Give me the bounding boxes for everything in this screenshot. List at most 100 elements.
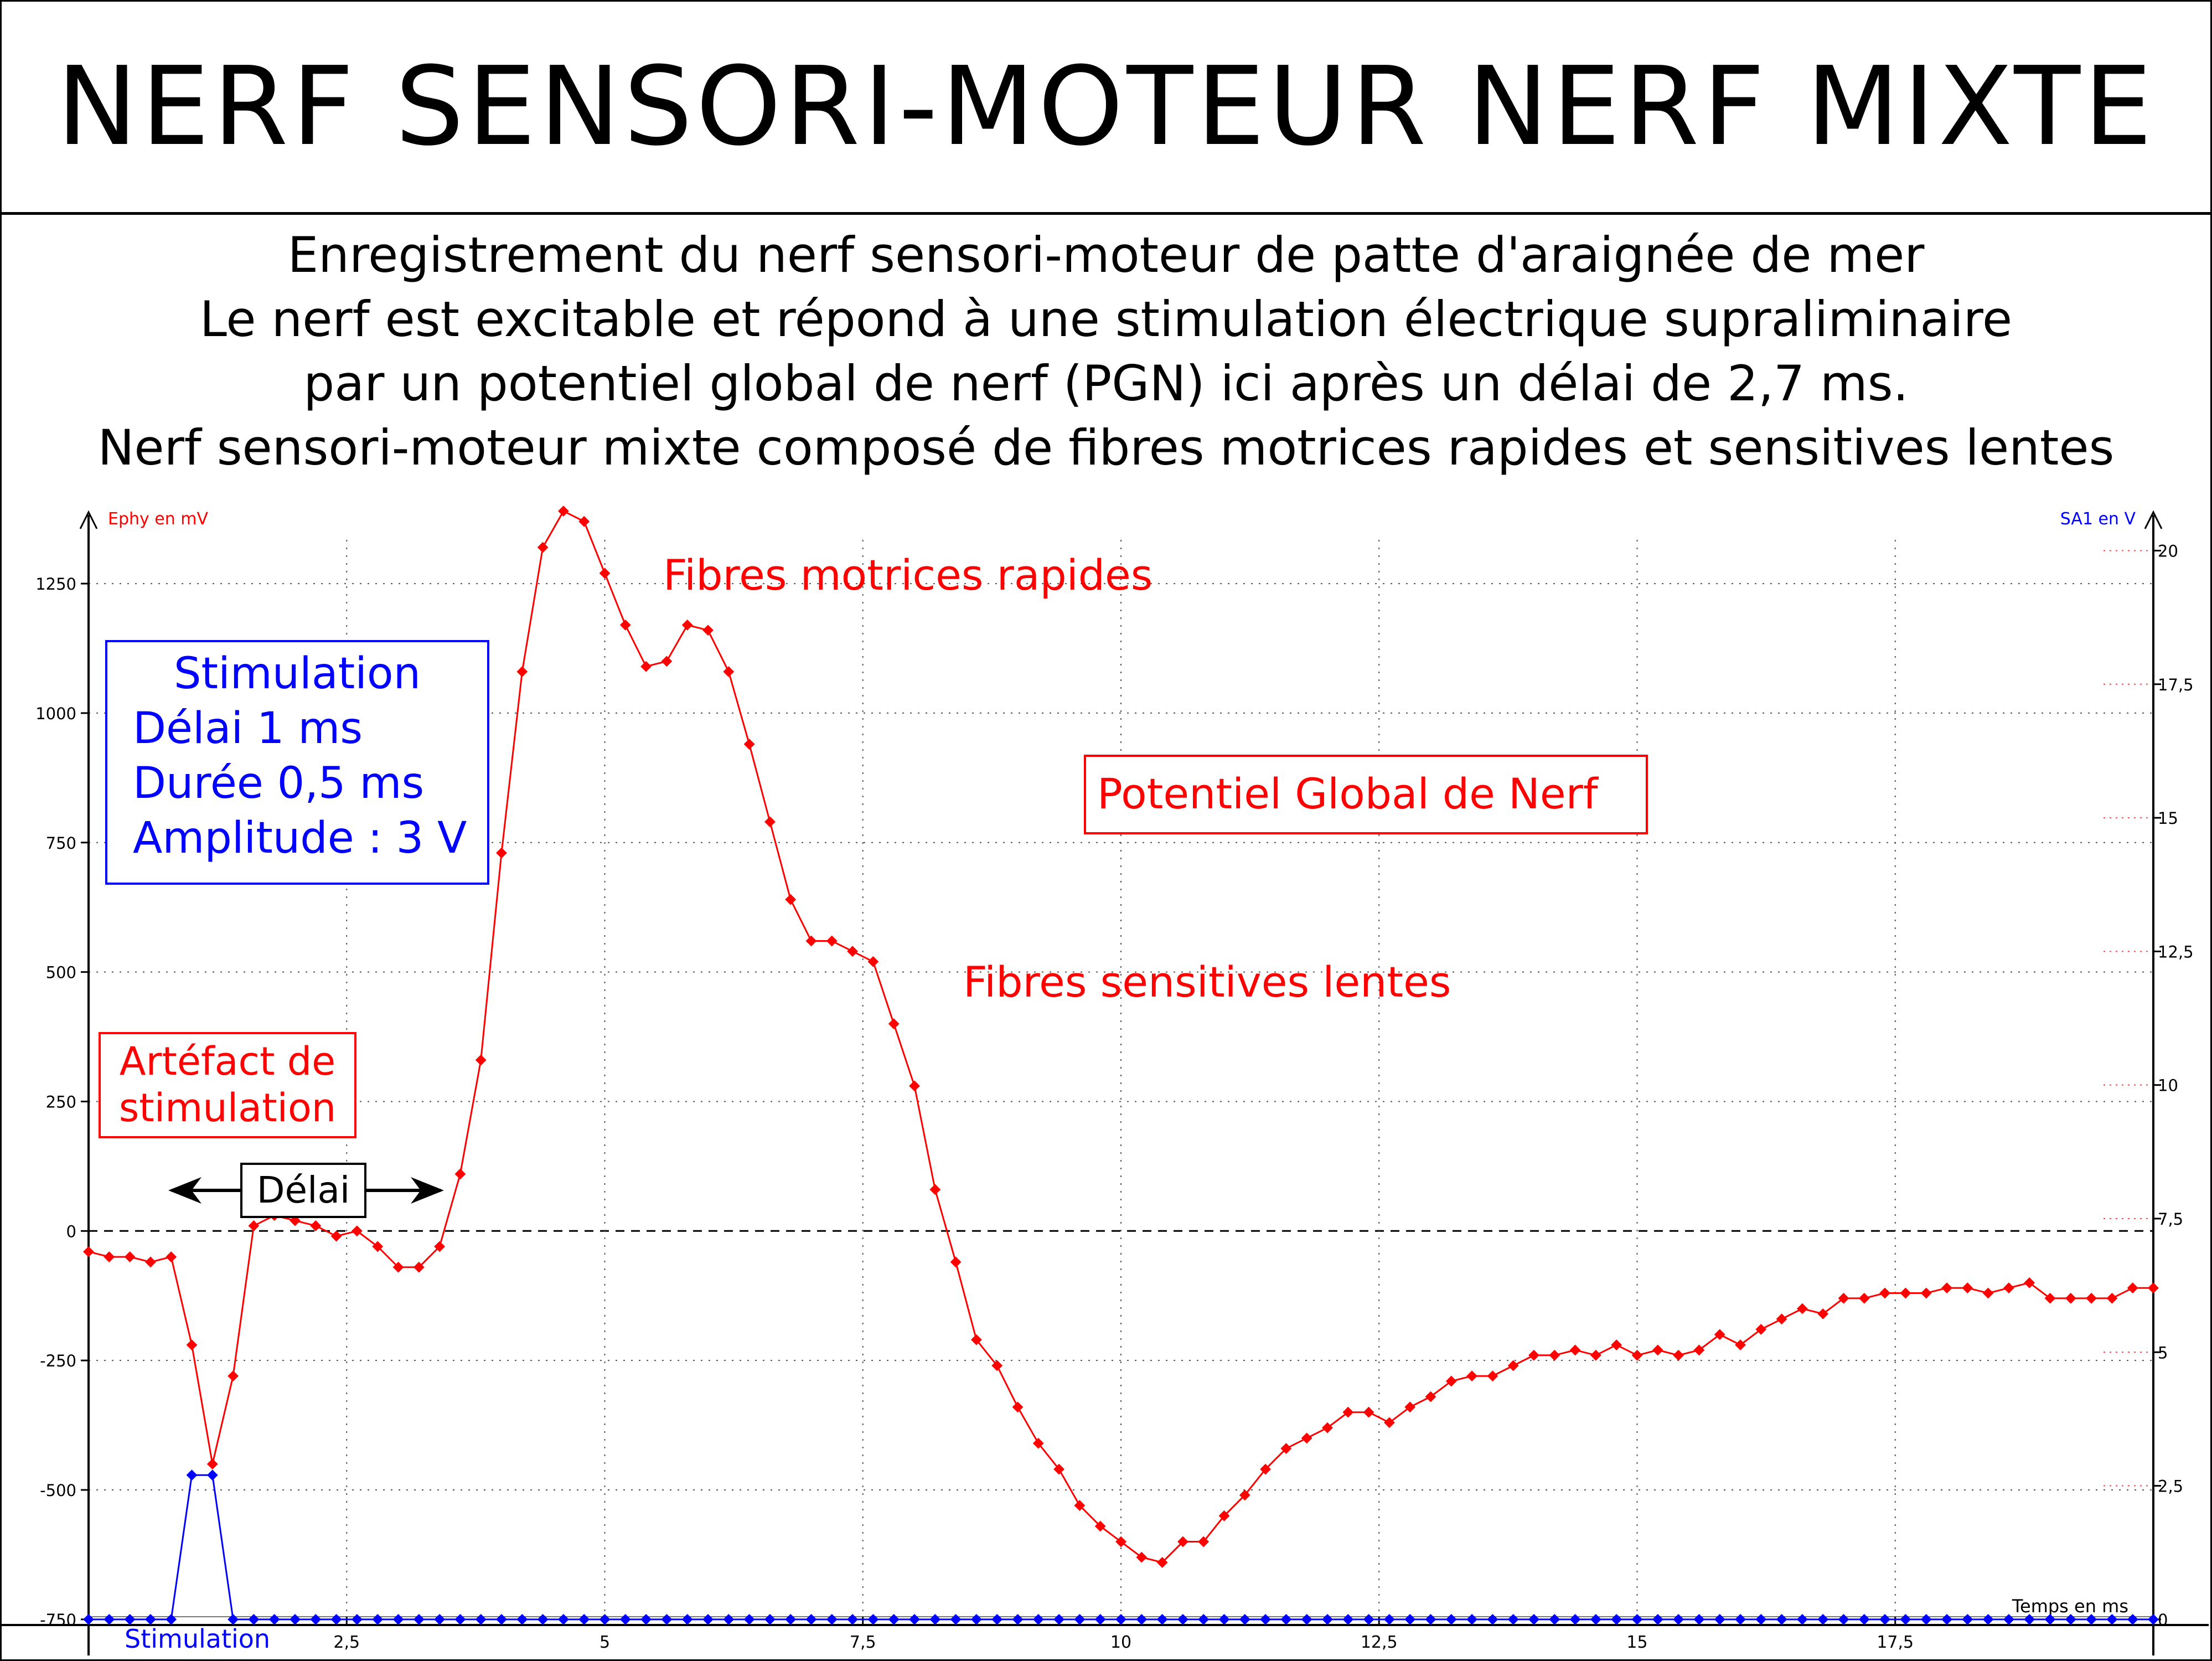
stim-point [290, 1613, 301, 1625]
ephy-point [1858, 1293, 1870, 1304]
stim-point [124, 1613, 136, 1625]
ephy-point [1322, 1422, 1333, 1433]
ephy-point [2003, 1282, 2014, 1294]
ephy-point [454, 1168, 466, 1180]
description-line: par un potentiel global de nerf (PGN) ic… [303, 355, 1909, 412]
title-box: NERF SENSORI-MOTEUR NERF MIXTE [2, 2, 2210, 215]
ephy-point [1776, 1313, 1787, 1325]
stim-point [2127, 1613, 2138, 1625]
pgn-box [1084, 755, 1648, 834]
ephy-point [124, 1251, 136, 1262]
stimulation-amplitude: Amplitude : 3 V [133, 813, 467, 863]
stim-point [1012, 1613, 1024, 1625]
stim-point [681, 1613, 693, 1625]
stim-point [578, 1613, 590, 1625]
stim-point [310, 1613, 322, 1625]
stim-point [145, 1613, 156, 1625]
stim-point [743, 1613, 755, 1625]
stimulation-delay: Délai 1 ms [133, 704, 363, 754]
ephy-point [1053, 1463, 1064, 1475]
stim-point [1900, 1613, 1911, 1625]
ephy-point [558, 505, 569, 517]
ephy-point [1115, 1536, 1126, 1547]
stim-point [1115, 1613, 1126, 1625]
ephy-point [681, 620, 693, 631]
ephy-point [186, 1339, 198, 1350]
stim-point [2024, 1613, 2035, 1625]
y-right-tick-label: 2,5 [2158, 1477, 2183, 1496]
ephy-point [537, 541, 549, 553]
ephy-point [2086, 1293, 2097, 1304]
stim-point [1260, 1613, 1271, 1625]
stim-point [661, 1613, 673, 1625]
stim-point [454, 1613, 466, 1625]
ephy-point [166, 1251, 177, 1262]
stim-point [2044, 1613, 2056, 1625]
y-left-tick-label: 1250 [35, 575, 76, 594]
ephy-point [1838, 1293, 1849, 1304]
stim-point [1920, 1613, 1932, 1625]
stim-point [1425, 1613, 1436, 1625]
ephy-point [1714, 1329, 1725, 1340]
ephy-point [145, 1256, 156, 1268]
stim-point [1631, 1613, 1643, 1625]
stim-point [434, 1613, 445, 1625]
ephy-point [1982, 1287, 1994, 1299]
stim-point [1528, 1613, 1539, 1625]
ephy-point [2024, 1277, 2035, 1288]
ephy-point [1074, 1500, 1086, 1511]
stim-point [702, 1613, 714, 1625]
y-right-tick-label: 7,5 [2158, 1210, 2183, 1229]
stim-point [1693, 1613, 1705, 1625]
stim-point [1322, 1613, 1333, 1625]
stim-point [826, 1613, 838, 1625]
ephy-point [1487, 1370, 1498, 1382]
ephy-point [1094, 1520, 1106, 1532]
ephy-point [1260, 1463, 1271, 1475]
description-line: Nerf sensori-moteur mixte composé de fib… [97, 419, 2115, 476]
ephy-point [785, 894, 797, 905]
stim-point [1363, 1613, 1374, 1625]
y-right-tick-label: 10 [2158, 1076, 2178, 1095]
stim-point [537, 1613, 549, 1625]
y-left-tick-label: 0 [66, 1222, 76, 1241]
ephy-point [929, 1184, 941, 1195]
stim-point [1466, 1613, 1477, 1625]
left-y-axis-arrow [79, 510, 98, 529]
stim-point [496, 1613, 507, 1625]
ephy-point [2065, 1293, 2076, 1304]
stim-point [413, 1613, 425, 1625]
ephy-point [1735, 1339, 1746, 1350]
stimulation-trace-label: Stimulation [125, 1624, 270, 1654]
stim-point [1817, 1613, 1829, 1625]
y-right-tick-label: 12,5 [2158, 942, 2194, 961]
stim-point [764, 1613, 776, 1625]
stimulation-box-title: Stimulation [174, 649, 421, 699]
stim-point [1652, 1613, 1663, 1625]
ephy-point [1900, 1287, 1911, 1299]
x-tick-label: 12,5 [1361, 1633, 1398, 1652]
stim-point [1569, 1613, 1581, 1625]
stim-point [1714, 1613, 1725, 1625]
delai-label: Délai [257, 1169, 350, 1211]
ephy-point [1177, 1536, 1188, 1547]
right-axis-label: SA1 en V [2060, 509, 2136, 529]
artefact-box [99, 1032, 356, 1138]
stim-point [785, 1613, 797, 1625]
ephy-point [1817, 1308, 1829, 1319]
ephy-point [909, 1080, 920, 1092]
stim-point [352, 1613, 363, 1625]
stim-point [1198, 1613, 1210, 1625]
ephy-point [1941, 1282, 1952, 1294]
ephy-point [1280, 1443, 1292, 1454]
ephy-point [496, 847, 507, 859]
stim-point [1797, 1613, 1808, 1625]
y-left-tick-label: -750 [40, 1611, 76, 1629]
y-right-tick-label: 5 [2158, 1343, 2168, 1362]
ephy-point [392, 1261, 404, 1273]
ephy-point [1342, 1406, 1354, 1418]
ephy-point [2044, 1293, 2056, 1304]
ephy-point [599, 568, 611, 579]
y-left-tick-label: 750 [46, 834, 76, 853]
